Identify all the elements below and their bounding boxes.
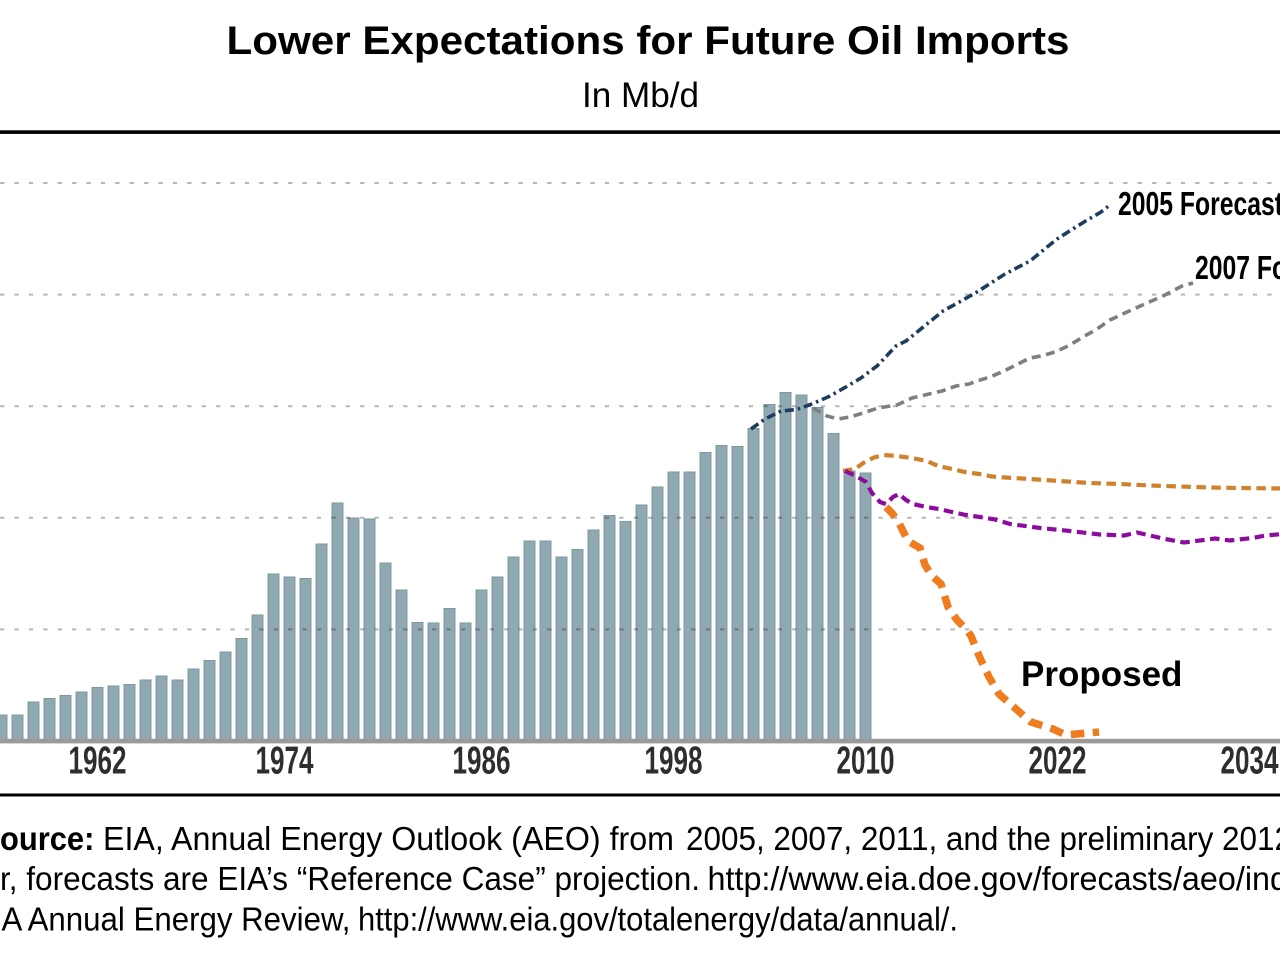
svg-text:A Annual Energy Review,: A Annual Energy Review, — [2, 901, 351, 938]
svg-text:2022: 2022 — [1029, 740, 1087, 783]
svg-text:2010: 2010 — [837, 740, 895, 783]
svg-text:1962: 1962 — [69, 740, 127, 783]
svg-text:Source:: Source: — [0, 820, 94, 857]
svg-text:2005 Forecast: 2005 Forecast — [1118, 185, 1280, 222]
svg-text:Proposed: Proposed — [1021, 655, 1182, 694]
svg-text:http://www.eia.doe.gov/forecas: http://www.eia.doe.gov/forecasts/aeo/ind — [708, 860, 1280, 897]
svg-text:EIA, Annual Energy Outlook (AE: EIA, Annual Energy Outlook (AEO) from — [103, 820, 674, 857]
svg-text:1986: 1986 — [453, 740, 511, 783]
svg-text:2005, 2007, 2011, and the prel: 2005, 2007, 2011, and the preliminary 20… — [686, 820, 1280, 857]
svg-text:Lower Expectations for Future: Lower Expectations for Future Oil Import… — [227, 19, 1070, 63]
svg-text:r, forecasts are EIA’s “Refere: r, forecasts are EIA’s “Reference Case” … — [0, 860, 700, 897]
svg-text:1998: 1998 — [645, 740, 703, 783]
svg-text:1974: 1974 — [256, 740, 314, 783]
svg-text:2007 Forecast: 2007 Forecast — [1195, 249, 1280, 286]
svg-text:In Mb/d: In Mb/d — [582, 76, 699, 115]
svg-text:2034: 2034 — [1221, 740, 1279, 783]
svg-text:http://www.eia.gov/totalenergy: http://www.eia.gov/totalenergy/data/annu… — [358, 901, 958, 938]
